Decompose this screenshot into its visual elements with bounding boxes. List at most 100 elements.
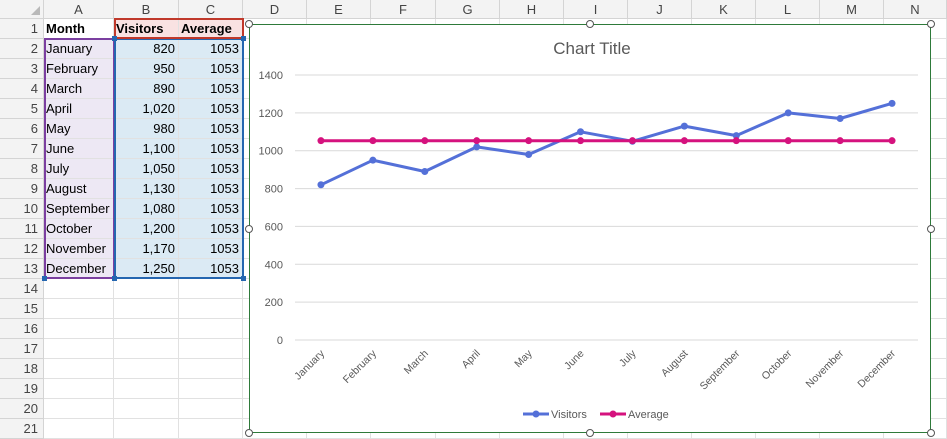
- month-cell[interactable]: December: [44, 259, 114, 279]
- data-point-visitors[interactable]: [732, 132, 740, 140]
- month-cell[interactable]: August: [44, 179, 114, 199]
- data-point-visitors[interactable]: [421, 168, 429, 176]
- cell[interactable]: [44, 299, 114, 319]
- row-header-12[interactable]: 12: [0, 239, 44, 259]
- cell[interactable]: [114, 319, 179, 339]
- header-cell-visitors[interactable]: Visitors: [114, 19, 179, 39]
- month-cell[interactable]: October: [44, 219, 114, 239]
- row-header-16[interactable]: 16: [0, 319, 44, 339]
- average-cell[interactable]: 1053: [179, 239, 243, 259]
- column-header-c[interactable]: C: [179, 0, 243, 19]
- cell[interactable]: [44, 279, 114, 299]
- row-header-6[interactable]: 6: [0, 119, 44, 139]
- chart-resize-handle[interactable]: [927, 224, 935, 233]
- visitors-cell[interactable]: 1,200: [114, 219, 179, 239]
- data-point-average[interactable]: [525, 137, 533, 145]
- chart-resize-handle[interactable]: [927, 20, 935, 28]
- header-cell-average[interactable]: Average: [179, 19, 243, 39]
- row-header-17[interactable]: 17: [0, 339, 44, 359]
- month-cell[interactable]: April: [44, 99, 114, 119]
- cell[interactable]: [114, 299, 179, 319]
- select-all-corner[interactable]: [0, 0, 44, 19]
- cell[interactable]: [44, 399, 114, 419]
- visitors-cell[interactable]: 890: [114, 79, 179, 99]
- month-cell[interactable]: June: [44, 139, 114, 159]
- column-header-a[interactable]: A: [44, 0, 114, 19]
- row-header-18[interactable]: 18: [0, 359, 44, 379]
- cell[interactable]: [114, 399, 179, 419]
- average-cell[interactable]: 1053: [179, 59, 243, 79]
- data-point-visitors[interactable]: [473, 143, 481, 151]
- data-point-visitors[interactable]: [525, 151, 533, 158]
- column-header-b[interactable]: B: [114, 0, 179, 19]
- cell[interactable]: [179, 419, 243, 439]
- month-cell[interactable]: February: [44, 59, 114, 79]
- row-header-3[interactable]: 3: [0, 59, 44, 79]
- average-cell[interactable]: 1053: [179, 139, 243, 159]
- average-cell[interactable]: 1053: [179, 119, 243, 139]
- average-cell[interactable]: 1053: [179, 199, 243, 219]
- legend-label-average[interactable]: Average: [628, 409, 669, 421]
- chart-area[interactable]: Chart Title 0 200 400 600 800 1000 1200 1400 Ja…: [245, 20, 935, 437]
- column-header-k[interactable]: K: [692, 0, 756, 19]
- visitors-cell[interactable]: 1,020: [114, 99, 179, 119]
- column-header-n[interactable]: N: [884, 0, 947, 19]
- data-point-average[interactable]: [784, 137, 792, 145]
- chart-resize-handle[interactable]: [586, 429, 594, 437]
- data-point-average[interactable]: [369, 137, 377, 145]
- cell[interactable]: [179, 339, 243, 359]
- data-point-average[interactable]: [317, 137, 325, 145]
- range-corner-handle[interactable]: [241, 36, 246, 41]
- visitors-cell[interactable]: 1,170: [114, 239, 179, 259]
- cell[interactable]: [114, 279, 179, 299]
- month-cell[interactable]: November: [44, 239, 114, 259]
- average-cell[interactable]: 1053: [179, 259, 243, 279]
- visitors-cell[interactable]: 1,100: [114, 139, 179, 159]
- row-header-20[interactable]: 20: [0, 399, 44, 419]
- cell[interactable]: [44, 419, 114, 439]
- column-header-f[interactable]: F: [371, 0, 436, 19]
- row-header-1[interactable]: 1: [0, 19, 44, 39]
- row-header-8[interactable]: 8: [0, 159, 44, 179]
- row-header-4[interactable]: 4: [0, 79, 44, 99]
- chart-resize-handle[interactable]: [927, 429, 935, 437]
- cell[interactable]: [179, 379, 243, 399]
- visitors-cell[interactable]: 980: [114, 119, 179, 139]
- cell[interactable]: [179, 399, 243, 419]
- range-corner-handle[interactable]: [42, 276, 47, 281]
- data-point-average[interactable]: [421, 137, 429, 145]
- row-header-21[interactable]: 21: [0, 419, 44, 439]
- month-cell[interactable]: March: [44, 79, 114, 99]
- cell[interactable]: [179, 319, 243, 339]
- visitors-cell[interactable]: 1,050: [114, 159, 179, 179]
- visitors-cell[interactable]: 1,250: [114, 259, 179, 279]
- chart-title[interactable]: Chart Title: [553, 39, 630, 58]
- chart-resize-handle[interactable]: [245, 224, 253, 233]
- cell[interactable]: [44, 319, 114, 339]
- data-point-average[interactable]: [577, 137, 585, 145]
- column-header-l[interactable]: L: [756, 0, 820, 19]
- range-corner-handle[interactable]: [112, 36, 117, 41]
- average-cell[interactable]: 1053: [179, 179, 243, 199]
- row-header-11[interactable]: 11: [0, 219, 44, 239]
- month-cell[interactable]: May: [44, 119, 114, 139]
- row-header-10[interactable]: 10: [0, 199, 44, 219]
- average-cell[interactable]: 1053: [179, 79, 243, 99]
- row-header-5[interactable]: 5: [0, 99, 44, 119]
- cell[interactable]: [114, 339, 179, 359]
- data-point-visitors[interactable]: [369, 156, 377, 164]
- cell[interactable]: [179, 359, 243, 379]
- data-point-average[interactable]: [732, 137, 740, 145]
- cell[interactable]: [179, 299, 243, 319]
- visitors-cell[interactable]: 1,130: [114, 179, 179, 199]
- chart-resize-handle[interactable]: [245, 429, 253, 437]
- month-cell[interactable]: July: [44, 159, 114, 179]
- column-header-m[interactable]: M: [820, 0, 884, 19]
- data-point-visitors[interactable]: [317, 181, 325, 189]
- data-point-visitors[interactable]: [577, 128, 585, 136]
- row-header-19[interactable]: 19: [0, 379, 44, 399]
- cell[interactable]: [44, 379, 114, 399]
- data-point-average[interactable]: [473, 137, 481, 145]
- month-cell[interactable]: September: [44, 199, 114, 219]
- column-header-j[interactable]: J: [628, 0, 692, 19]
